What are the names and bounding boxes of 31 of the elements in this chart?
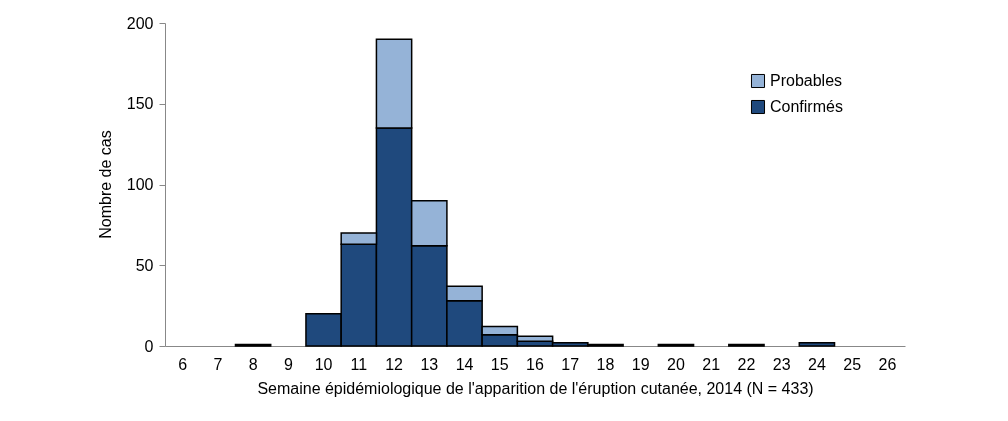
y-tick-label: 150 [126,95,154,113]
x-tick-label: 22 [737,355,756,373]
x-tick-label: 14 [455,355,474,373]
legend-label: Probables [770,72,843,89]
bar [798,342,836,347]
x-tick-label: 21 [702,355,721,373]
x-tick-label: 13 [420,355,439,373]
x-tick-label: 6 [178,355,188,373]
x-tick-label: 12 [385,355,404,373]
x-tick-label: 10 [314,355,333,373]
legend-label: Confirmés [770,98,843,115]
x-axis-title: Semaine épidémiologique de l'apparition de l'éruption cutanée, 2014 (N = 433) [257,379,814,397]
x-tick-label: 11 [350,355,368,373]
y-tick-label: 50 [135,256,154,274]
x-tick-label: 7 [213,355,223,373]
y-axis-title: Nombre de cas [96,130,114,239]
x-tick-label: 20 [667,355,685,373]
x-tick-label: 8 [248,355,258,373]
y-tick-label: 100 [126,176,154,193]
x-tick-label: 25 [843,355,862,373]
y-tick-label: 0 [144,337,154,355]
x-tick-label: 18 [596,355,615,373]
x-tick-label: 15 [490,355,509,373]
x-tick-label: 26 [878,355,897,373]
x-tick-label: 16 [526,355,544,373]
x-tick-label: 23 [772,355,791,373]
x-tick-label: 24 [808,355,826,373]
x-tick-label: 17 [561,355,580,373]
y-tick-label: 200 [126,14,154,32]
x-tick-label: 19 [631,355,650,373]
x-tick-label: 9 [283,355,293,373]
